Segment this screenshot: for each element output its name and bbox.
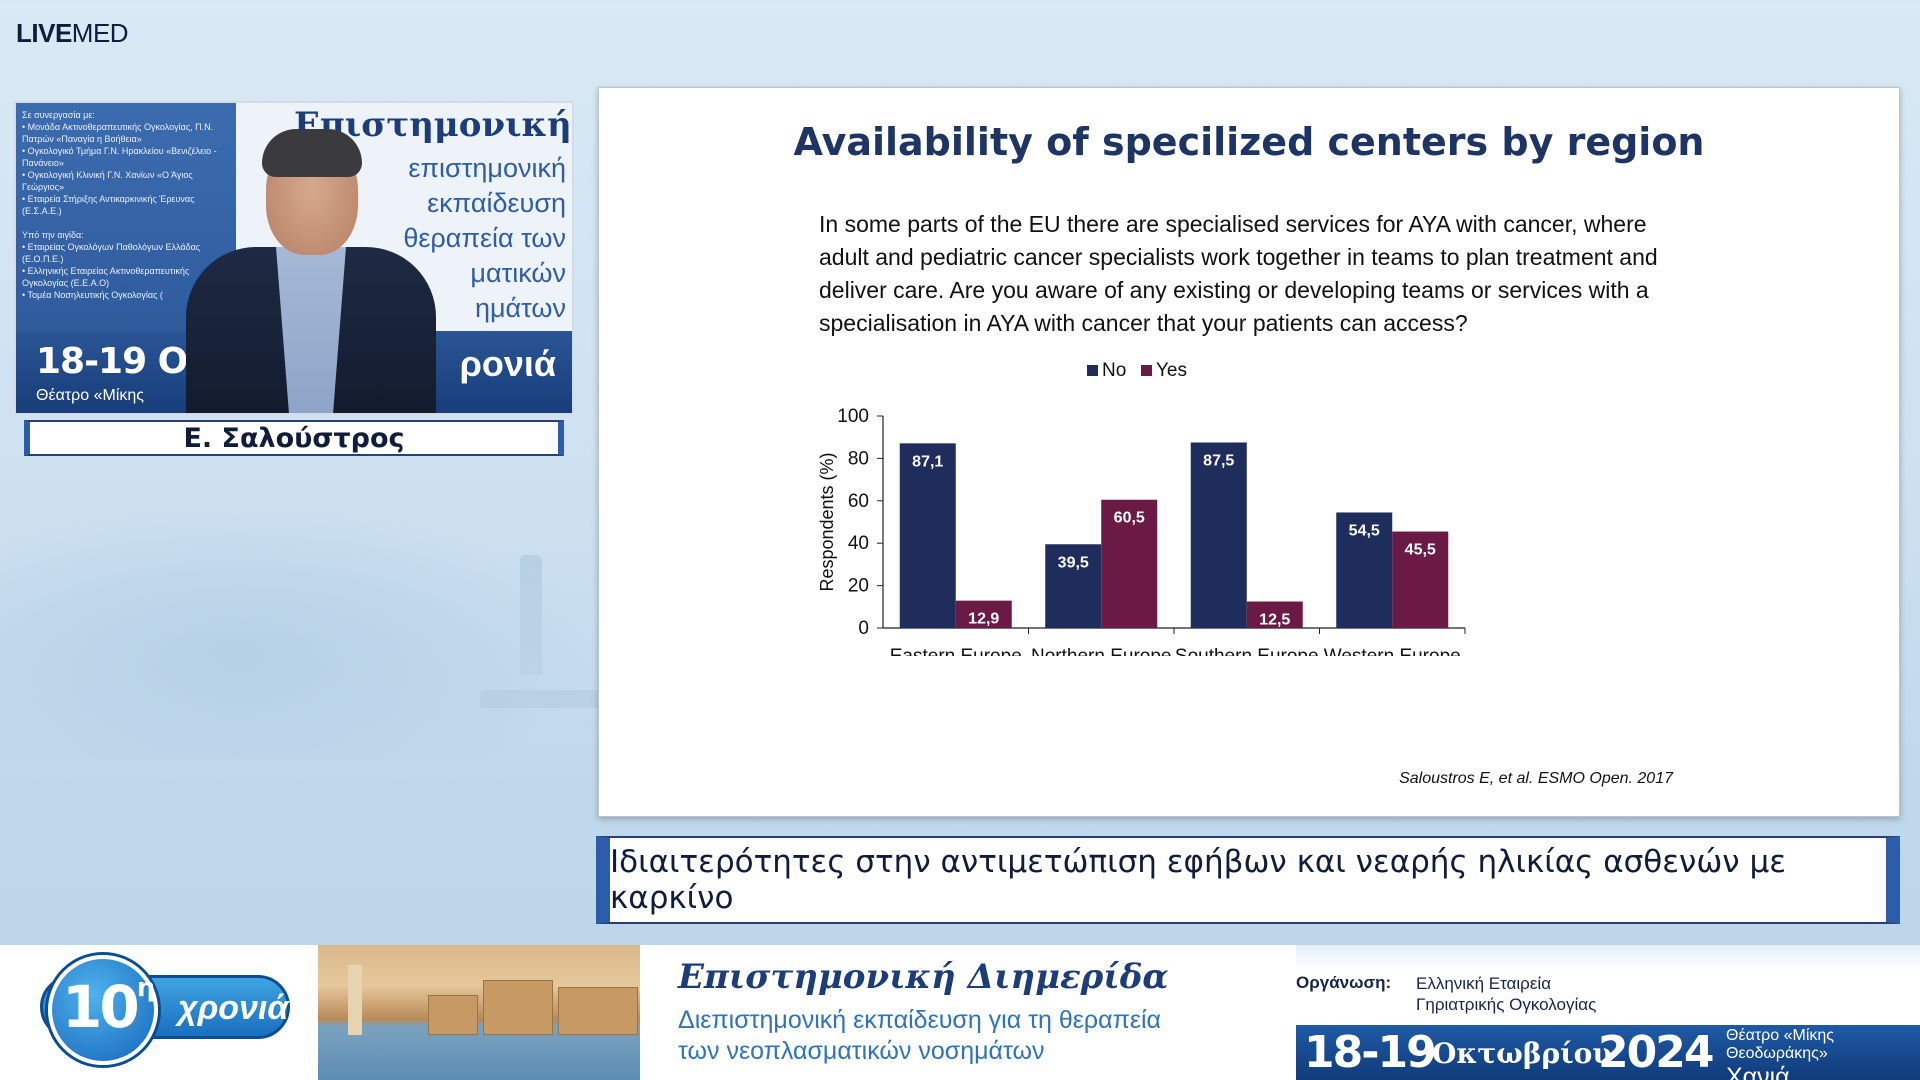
photo-lighthouse xyxy=(348,965,362,1035)
bar-value-label: 39,5 xyxy=(1058,554,1089,571)
bar-value-label: 12,9 xyxy=(968,611,999,628)
y-tick-label: 100 xyxy=(837,406,869,427)
event-title: Επιστημονική Διημερίδα xyxy=(678,957,1169,997)
slide-question: In some parts of the EU there are specia… xyxy=(819,211,1658,336)
bar-no-western-europe xyxy=(1336,512,1393,628)
poster-right-tag: ρονιά xyxy=(459,343,556,384)
event-date-band: 18-19 Οκτωβρίου 2024 Θέατρο «Μίκης Θεοδω… xyxy=(1296,1025,1920,1080)
chania-harbor-photo xyxy=(318,945,640,1080)
event-venue: Θέατρο «Μίκης Θεοδωράκης» Χανιά xyxy=(1586,1027,1916,1080)
bar-value-label: 87,5 xyxy=(1203,453,1234,470)
speaker-hair xyxy=(262,129,362,177)
organizer-area: Οργάνωση: Ελληνική Εταιρεία Γηριατρικής … xyxy=(1296,945,1920,1080)
badge-number-text: 10 xyxy=(62,973,140,1041)
slide-title: Availability of specilized centers by re… xyxy=(793,120,1705,164)
x-tick-label: Northern Europe xyxy=(1031,646,1171,656)
bar-value-label: 45,5 xyxy=(1405,542,1436,559)
bar-value-label: 87,1 xyxy=(912,453,943,470)
badge-sup: η xyxy=(136,973,155,1003)
venue-city: Χανιά xyxy=(1726,1063,1790,1080)
y-tick-label: 0 xyxy=(858,618,869,639)
y-tick-label: 60 xyxy=(848,491,869,512)
bar-yes-eastern-europe xyxy=(955,600,1012,628)
speaker-shirt xyxy=(276,247,346,413)
event-days: 18-19 xyxy=(1304,1027,1437,1078)
organizer-name-line-1: Ελληνική Εταιρεία xyxy=(1416,974,1552,993)
event-subtitle-line-1: Διεπιστημονική εκπαίδευση για τη θεραπεί… xyxy=(678,1006,1161,1034)
pier-silhouette xyxy=(480,690,600,708)
speaker-name-bar: Ε. Σαλούστρος xyxy=(24,420,564,456)
bar-no-southern-europe xyxy=(1190,442,1247,628)
poster-sponsors-text: Σε συνεργασία με: • Μονάδα Ακτινοθεραπευ… xyxy=(22,110,217,300)
bar-no-northern-europe xyxy=(1045,544,1102,628)
bar-value-label: 12,5 xyxy=(1259,612,1290,629)
badge-number: 10η xyxy=(62,973,155,1041)
badge-circle xyxy=(48,955,158,1065)
venue-name: Θέατρο «Μίκης Θεοδωράκης» xyxy=(1726,1027,1834,1062)
legend-label-no: No xyxy=(1102,360,1126,381)
speaker-name: Ε. Σαλούστρος xyxy=(183,422,405,454)
poster-venue: Θέατρο «Μίκης xyxy=(36,387,144,404)
poster-subtitle: επιστημονική εκπαίδευση θεραπεία των ματ… xyxy=(403,153,566,323)
photo-building xyxy=(428,995,478,1035)
badge-word: χρονιά xyxy=(178,989,289,1027)
event-footer-banner: 10η χρονιά Επιστημονική Διημερίδα Διεπισ… xyxy=(0,945,1920,1080)
legend-label-yes: Yes xyxy=(1156,360,1187,381)
photo-building xyxy=(558,987,638,1035)
background-haze xyxy=(0,500,600,760)
event-subtitle: Διεπιστημονική εκπαίδευση για τη θεραπεί… xyxy=(678,1005,1161,1067)
bar-chart: No Yes 0 20 40 60 80 100 Respondents (%) 87,1 12,9… xyxy=(817,360,1466,656)
organizer-label: Οργάνωση: xyxy=(1296,973,1392,992)
organizer-name: Ελληνική Εταιρεία Γηριατρικής Ογκολογίας xyxy=(1416,973,1596,1015)
legend-swatch-yes xyxy=(1141,365,1152,376)
x-tick-label: Eastern Europe xyxy=(890,646,1022,656)
slide-citation: Saloustros E, et al. ESMO Open. 2017 xyxy=(1399,770,1673,787)
bar-value-label: 54,5 xyxy=(1349,522,1380,539)
talk-subtitle: Ιδιαιτερότητες στην αντιμετώπιση εφήβων … xyxy=(610,844,1786,916)
event-year: 2024 xyxy=(1598,1027,1714,1078)
bar-no-eastern-europe xyxy=(899,443,956,628)
y-axis-label: Respondents (%) xyxy=(817,452,837,591)
y-tick-label: 80 xyxy=(848,448,869,469)
speaker-figure xyxy=(166,117,466,413)
photo-building xyxy=(483,980,553,1035)
livemed-logo: LIVEMED xyxy=(16,18,129,49)
y-tick-label: 40 xyxy=(848,533,869,554)
x-tick-label: Southern Europe xyxy=(1175,646,1319,656)
lighthouse-silhouette xyxy=(520,555,542,675)
event-subtitle-line-2: των νεοπλασματικών νοσημάτων xyxy=(678,1037,1045,1065)
x-tick-label: Western Europe xyxy=(1324,646,1461,656)
y-tick-label: 20 xyxy=(848,576,869,597)
presentation-slide: Availability of specilized centers by re… xyxy=(598,87,1900,817)
speaker-video: Σε συνεργασία με: • Μονάδα Ακτινοθεραπευ… xyxy=(14,101,574,415)
bar-yes-northern-europe xyxy=(1101,499,1158,628)
bar-yes-southern-europe xyxy=(1246,601,1303,628)
bar-value-label: 60,5 xyxy=(1114,510,1145,527)
organizer-name-line-2: Γηριατρικής Ογκολογίας xyxy=(1416,995,1597,1014)
logo-bold: LIVE xyxy=(16,18,72,48)
logo-light: MED xyxy=(71,18,129,48)
bar-yes-western-europe xyxy=(1392,531,1449,628)
legend-swatch-no xyxy=(1087,365,1098,376)
anniversary-badge: 10η χρονιά xyxy=(40,955,290,1065)
event-month: Οκτωβρίου xyxy=(1432,1037,1612,1070)
talk-subtitle-bar: Ιδιαιτερότητες στην αντιμετώπιση εφήβων … xyxy=(596,836,1900,924)
